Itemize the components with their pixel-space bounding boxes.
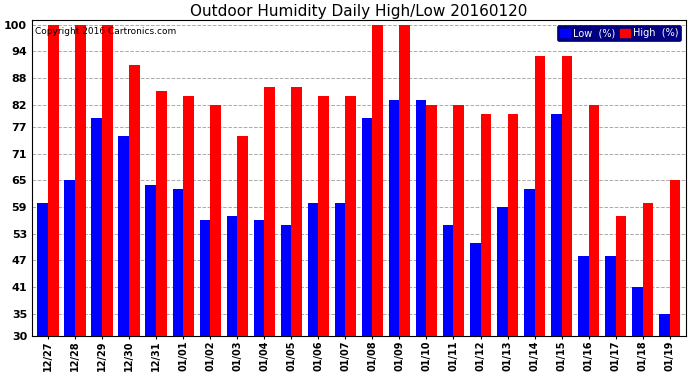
Bar [146,185,157,336]
Bar [604,256,615,336]
Bar [632,287,642,336]
Legend: Low  (%), High  (%): Low (%), High (%) [558,25,681,41]
Bar [443,225,453,336]
Bar [535,56,545,336]
Bar [226,216,237,336]
Bar [642,202,653,336]
Bar [551,114,562,336]
Bar [75,25,86,336]
Bar [346,96,356,336]
Bar [64,180,75,336]
Bar [119,136,129,336]
Bar [373,25,383,336]
Bar [102,25,113,336]
Bar [388,100,400,336]
Bar [508,114,518,336]
Bar [400,25,411,336]
Bar [172,189,184,336]
Bar [92,118,102,336]
Bar [37,202,48,336]
Bar [253,220,264,336]
Bar [291,87,302,336]
Bar [589,105,600,336]
Bar [659,314,669,336]
Bar [184,96,194,336]
Bar [335,202,346,336]
Bar [453,105,464,336]
Bar [308,202,318,336]
Bar [237,136,248,336]
Title: Outdoor Humidity Daily High/Low 20160120: Outdoor Humidity Daily High/Low 20160120 [190,4,528,19]
Bar [669,180,680,336]
Bar [562,56,573,336]
Bar [210,105,221,336]
Bar [199,220,210,336]
Bar [264,87,275,336]
Bar [362,118,373,336]
Bar [615,216,627,336]
Bar [497,207,508,336]
Bar [281,225,291,336]
Bar [318,96,329,336]
Bar [470,243,480,336]
Bar [524,189,535,336]
Bar [129,65,140,336]
Bar [415,100,426,336]
Bar [480,114,491,336]
Bar [48,25,59,336]
Bar [578,256,589,336]
Bar [157,92,167,336]
Text: Copyright 2016 Cartronics.com: Copyright 2016 Cartronics.com [35,27,177,36]
Bar [426,105,437,336]
